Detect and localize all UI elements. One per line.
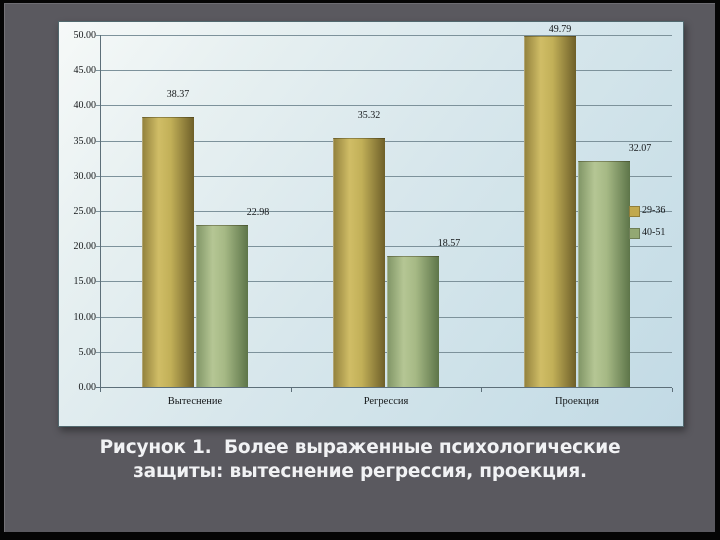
- bar-chart: 0.00 5.00 10.00 15.00 20.00 25.00 30.00 35.00 40…: [58, 21, 684, 427]
- category-label: Вытеснение: [167, 396, 223, 407]
- caption-line-2: защиты: вытеснение регрессия, проекция.: [133, 461, 587, 482]
- y-axis-tick-label: 30.00: [73, 171, 97, 182]
- legend-swatch-icon: [629, 206, 640, 217]
- x-axis-tick: [100, 388, 101, 392]
- y-axis-tick-label: 20.00: [73, 241, 97, 252]
- presentation-slide: 0.00 5.00 10.00 15.00 20.00 25.00 30.00 35.00 40…: [4, 3, 715, 532]
- x-axis-tick: [291, 388, 292, 392]
- caption-line-1: Рисунок 1. Более выраженные психологичес…: [99, 437, 621, 458]
- legend-label: 29-36: [642, 205, 666, 216]
- y-axis-tick-label: 10.00: [73, 312, 97, 323]
- x-axis-line: [96, 387, 672, 388]
- bar-value-label: 49.79: [548, 24, 572, 35]
- bar-40-51: [578, 161, 630, 387]
- bar-29-36: [524, 36, 576, 387]
- bar-29-36: [333, 138, 385, 387]
- bar-value-label: 32.07: [628, 143, 652, 154]
- bar-value-label: 18.57: [437, 238, 461, 249]
- figure-caption: Рисунок 1. Более выраженные психологичес…: [5, 436, 715, 484]
- gridline: [96, 105, 672, 106]
- y-axis-tick-label: 25.00: [73, 206, 97, 217]
- bar-29-36: [142, 117, 194, 387]
- gridline: [96, 35, 672, 36]
- gridline: [96, 70, 672, 71]
- y-axis-tick-label: 50.00: [73, 30, 97, 41]
- y-axis-tick-label: 0.00: [78, 382, 97, 393]
- y-axis-tick-label: 40.00: [73, 100, 97, 111]
- x-axis-tick: [481, 388, 482, 392]
- bar-40-51: [387, 256, 439, 387]
- bar-value-label: 35.32: [357, 110, 381, 121]
- y-axis-line: [100, 35, 101, 387]
- bar-40-51: [196, 225, 248, 387]
- x-axis-tick: [672, 388, 673, 392]
- y-axis-tick-label: 35.00: [73, 136, 97, 147]
- y-axis-tick-label: 5.00: [78, 347, 97, 358]
- legend-label: 40-51: [642, 227, 666, 238]
- y-axis-tick-label: 15.00: [73, 276, 97, 287]
- category-label: Регрессия: [363, 396, 409, 407]
- y-axis-tick-label: 45.00: [73, 65, 97, 76]
- legend-swatch-icon: [629, 228, 640, 239]
- bar-value-label: 38.37: [166, 89, 190, 100]
- bar-value-label: 22.98: [246, 207, 270, 218]
- category-label: Проекция: [554, 396, 600, 407]
